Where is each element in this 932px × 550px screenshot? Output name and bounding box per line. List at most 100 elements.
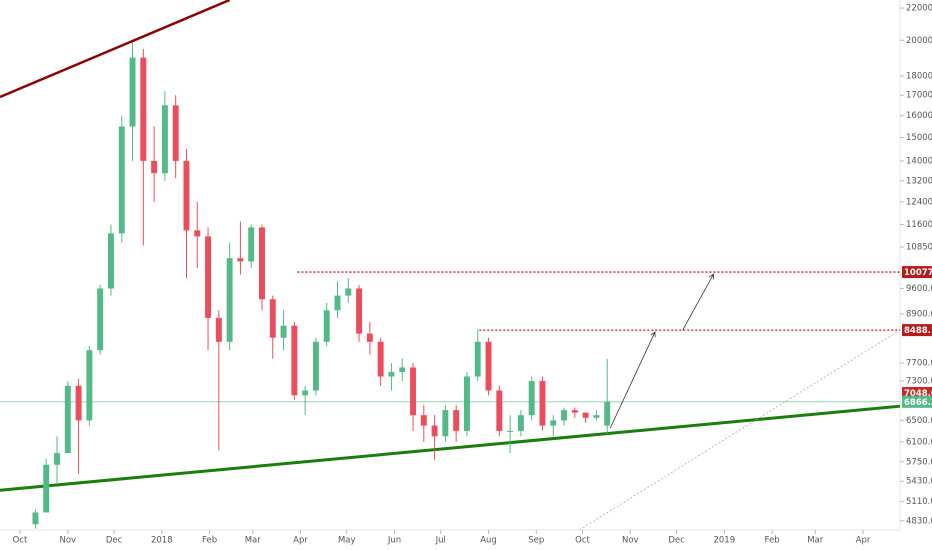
candle-body — [496, 390, 503, 431]
candle-body — [161, 105, 168, 174]
x-tick-label: 2019 — [713, 536, 735, 546]
x-tick-label: Oct — [13, 536, 28, 546]
candle-body — [107, 233, 114, 289]
candle-body — [97, 288, 104, 351]
candle-body — [388, 371, 395, 377]
candle-body — [32, 512, 39, 525]
y-tick-label: 18000.0 — [906, 71, 932, 81]
y-tick-label: 6100.0 — [906, 437, 932, 447]
price-box-label: 6866.3 — [904, 398, 932, 408]
y-tick-label: 4830.0 — [906, 516, 932, 526]
y-tick-label: 8900.0 — [906, 310, 932, 320]
candle-body — [183, 160, 190, 231]
candle-body — [356, 288, 363, 334]
x-tick-label: Jun — [387, 536, 401, 546]
y-tick-label: 7700.0 — [906, 359, 932, 369]
arrow — [609, 332, 655, 429]
candle-body — [194, 230, 201, 237]
candle-body — [410, 367, 416, 416]
candle-body — [420, 415, 427, 426]
candle-body — [118, 126, 125, 234]
price-box-label: 8488.1 — [904, 326, 932, 336]
trendline — [0, 0, 231, 99]
x-tick-label: May — [338, 536, 356, 546]
candle-body — [582, 412, 589, 418]
y-tick-label: 10850.0 — [906, 243, 932, 253]
candle-body — [248, 227, 255, 262]
candle-body — [453, 410, 460, 431]
y-tick-label: 5750.0 — [906, 457, 932, 467]
candle-body — [474, 341, 481, 377]
candle-body — [172, 105, 179, 161]
x-tick-label: Jul — [435, 536, 446, 546]
x-tick-label: Nov — [622, 536, 639, 546]
candle-body — [129, 57, 136, 127]
x-tick-label: Mar — [807, 536, 824, 546]
candle-body — [64, 385, 71, 454]
price-box — [902, 324, 932, 337]
y-tick-label: 5430.0 — [906, 477, 932, 487]
y-tick-label: 9600.0 — [906, 284, 932, 294]
trendline — [0, 404, 901, 492]
price-box — [902, 395, 932, 408]
y-tick-label: 20000.0 — [906, 36, 932, 46]
candle-body — [280, 325, 287, 338]
y-tick-label: 7300.0 — [906, 377, 932, 387]
candle-body — [604, 401, 611, 426]
candle-body — [291, 325, 298, 396]
candle-body — [345, 288, 352, 296]
candle-body — [561, 410, 568, 421]
candle-body — [539, 381, 546, 426]
candle-body — [593, 415, 600, 418]
candle-body — [517, 415, 524, 431]
price-box-label: 10077.6 — [904, 268, 932, 278]
trendline — [579, 329, 901, 531]
price-box-label: 7048.0 — [904, 389, 932, 399]
y-tick-label: 11600.0 — [906, 220, 932, 230]
candle-body — [151, 160, 158, 174]
candle-body — [226, 258, 233, 342]
x-tick-label: Mar — [245, 536, 262, 546]
x-tick-label: Feb — [202, 536, 217, 546]
x-tick-label: Aug — [480, 536, 497, 546]
x-tick-label: Dec — [106, 536, 123, 546]
candle-body — [75, 385, 82, 421]
x-tick-label: Nov — [60, 536, 77, 546]
y-tick-label: 17000.0 — [906, 91, 932, 101]
candle-body — [507, 430, 514, 432]
candle-body — [259, 227, 265, 300]
arrow — [682, 274, 714, 331]
candle-body — [269, 299, 276, 338]
x-tick-label: Oct — [575, 536, 590, 546]
y-tick-label: 12400.0 — [906, 197, 932, 207]
candle-body — [302, 390, 309, 396]
x-tick-label: Apr — [293, 536, 308, 546]
x-tick-label: Dec — [668, 536, 685, 546]
y-tick-label: 16000.0 — [906, 111, 932, 121]
x-tick-label: Apr — [856, 536, 871, 546]
candle-body — [528, 381, 535, 416]
candle-body — [205, 236, 212, 318]
y-tick-label: 13200.0 — [906, 176, 932, 186]
y-tick-label: 6500.0 — [906, 416, 932, 426]
x-tick-label: 2018 — [151, 536, 173, 546]
y-tick-label: 14000.0 — [906, 156, 932, 166]
candle-body — [215, 317, 222, 342]
candle-body — [485, 341, 492, 391]
candle-body — [43, 464, 50, 513]
x-tick-label: Feb — [765, 536, 780, 546]
candle-body — [323, 310, 330, 342]
candle-body — [431, 425, 438, 437]
candle-body — [366, 333, 373, 342]
y-tick-label: 15000.0 — [906, 133, 932, 143]
candle-body — [140, 57, 147, 161]
candle-body — [377, 341, 384, 377]
candle-body — [550, 420, 557, 426]
candle-body — [399, 367, 406, 372]
candle-body — [571, 410, 578, 413]
x-tick-label: Sep — [528, 536, 544, 546]
candle-body — [86, 350, 93, 421]
candle-body — [442, 410, 449, 437]
